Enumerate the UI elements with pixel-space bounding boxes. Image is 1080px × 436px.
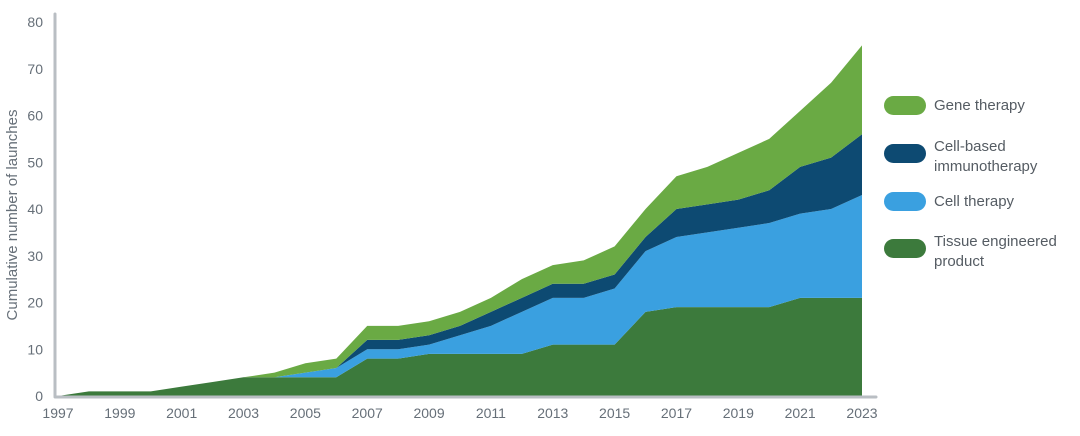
y-tick-label: 40 — [27, 201, 43, 217]
y-tick-label: 60 — [27, 108, 43, 124]
y-tick-label: 80 — [27, 14, 43, 30]
legend-label: Cell therapy — [934, 193, 1015, 210]
legend-item-gene-therapy: Gene therapy — [884, 96, 1025, 115]
area-cell-therapy — [58, 194, 862, 396]
legend-label: immunotherapy — [934, 158, 1038, 175]
x-tick-label: 2005 — [290, 405, 321, 421]
x-tick-label: 2001 — [166, 405, 197, 421]
legend-swatch — [884, 96, 926, 115]
x-tick-label: 2021 — [785, 405, 816, 421]
legend-item-cell-based-immunotherapy: Cell-based immunotherapy — [884, 138, 1038, 175]
x-tick-label: 2013 — [537, 405, 568, 421]
y-tick-labels: 0 10 20 30 40 50 60 70 80 — [27, 14, 43, 404]
legend: Gene therapy Cell-based immunotherapy Cell … — [884, 96, 1057, 270]
y-tick-label: 70 — [27, 61, 43, 77]
legend-swatch — [884, 192, 926, 211]
axes — [53, 12, 878, 399]
legend-label: product — [934, 253, 985, 270]
x-tick-label: 1999 — [104, 405, 135, 421]
y-tick-label: 50 — [27, 154, 43, 170]
legend-label: Gene therapy — [934, 97, 1025, 114]
area-tissue-engineered-product — [58, 297, 862, 396]
y-tick-label: 30 — [27, 248, 43, 264]
y-tick-label: 20 — [27, 295, 43, 311]
x-tick-label: 2003 — [228, 405, 259, 421]
legend-label: Tissue engineered — [934, 233, 1057, 250]
y-axis-title: Cumulative number of launches — [4, 110, 21, 321]
x-tick-labels: 1997 1999 2001 2003 2005 2007 2009 2011 2013 2015… — [42, 405, 877, 421]
area-gene-therapy — [58, 45, 862, 396]
y-tick-label: 10 — [27, 341, 43, 357]
x-tick-label: 2015 — [599, 405, 630, 421]
area-layers — [58, 45, 862, 396]
x-tick-label: 2023 — [846, 405, 877, 421]
x-tick-label: 2007 — [352, 405, 383, 421]
x-tick-label: 2011 — [476, 405, 506, 421]
x-tick-label: 2009 — [413, 405, 444, 421]
x-tick-label: 1997 — [42, 405, 73, 421]
legend-swatch — [884, 144, 926, 163]
legend-swatch — [884, 239, 926, 258]
legend-item-tissue-engineered-product: Tissue engineered product — [884, 233, 1057, 270]
x-tick-label: 2019 — [723, 405, 754, 421]
x-tick-label: 2017 — [661, 405, 692, 421]
legend-item-cell-therapy: Cell therapy — [884, 192, 1015, 211]
legend-label: Cell-based — [934, 138, 1006, 155]
y-tick-label: 0 — [35, 388, 43, 404]
